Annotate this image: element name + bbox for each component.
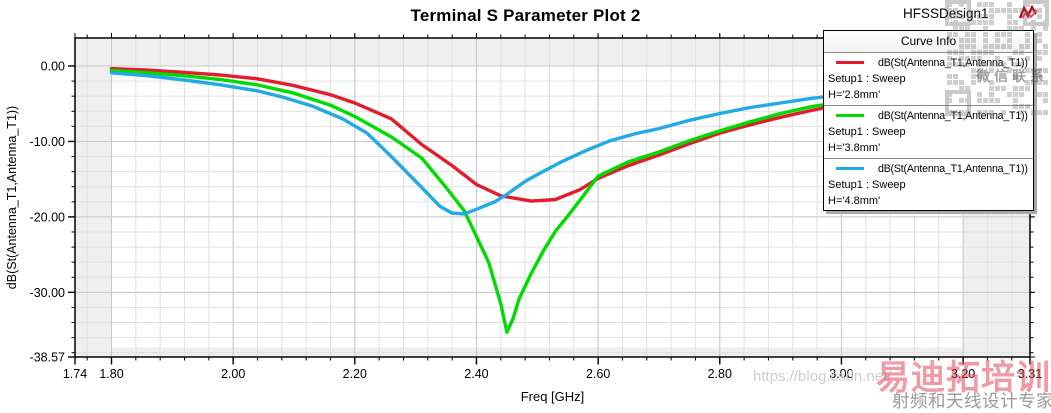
legend-entry[interactable]: dB(St(Antenna_T1,Antenna_T1)) Setup1 : S… (824, 53, 1033, 105)
legend-header: Curve Info (824, 31, 1033, 53)
x-tick-label: 1.80 (99, 367, 123, 381)
x-tick-label: 2.80 (708, 367, 732, 381)
plot-background (111, 66, 964, 348)
series-curve (109, 71, 965, 216)
curve-setup: Setup1 : Sweep (828, 179, 906, 191)
curve-variation: H='3.8mm' (828, 142, 881, 154)
x-tick-label: 2.00 (221, 367, 245, 381)
legend-curve-info: Curve Info dB(St(Antenna_T1,Antenna_T1))… (823, 30, 1034, 211)
y-tick-label: -10.00 (30, 135, 65, 149)
curve-label: dB(St(Antenna_T1,Antenna_T1)) (878, 56, 1028, 69)
y-tick-label: 0.00 (41, 60, 65, 74)
legend-entry[interactable]: dB(St(Antenna_T1,Antenna_T1)) Setup1 : S… (824, 158, 1033, 211)
x-tick-label: 2.40 (464, 367, 488, 381)
y-tick-label: -30.00 (30, 286, 65, 300)
curve-variation: H='4.8mm' (828, 195, 881, 207)
series-curve (109, 66, 965, 203)
x-tick-label: 2.20 (343, 367, 367, 381)
x-tick-label: 1.74 (63, 367, 87, 381)
x-tick-label: 3.00 (829, 367, 853, 381)
curve-swatch-green (836, 114, 864, 117)
x-tick-label: 3.20 (951, 367, 975, 381)
x-tick-label: 2.60 (586, 367, 610, 381)
design-name-label: HFSSDesign1 (903, 6, 989, 21)
y-tick-label: -20.00 (30, 210, 65, 224)
x-tick-label: 3.31 (1018, 367, 1042, 381)
curve-setup: Setup1 : Sweep (828, 126, 906, 138)
y-tick-label: -38.57 (30, 351, 65, 365)
curve-swatch-red (836, 61, 864, 64)
curve-label: dB(St(Antenna_T1,Antenna_T1)) (878, 162, 1028, 175)
curve-variation: H='2.8mm' (828, 89, 881, 101)
xy-plot-report-icon (1018, 4, 1039, 25)
page-title: Terminal S Parameter Plot 2 (410, 6, 641, 25)
x-axis-title: Freq [GHz] (521, 389, 585, 404)
curve-swatch-blue (836, 167, 864, 170)
y-axis-title: dB(St(Antenna_T1,Antenna_T1)) (5, 106, 19, 289)
curve-setup: Setup1 : Sweep (828, 73, 906, 85)
series-curve (109, 68, 965, 334)
curve-label: dB(St(Antenna_T1,Antenna_T1)) (878, 109, 1028, 122)
legend-entry[interactable]: dB(St(Antenna_T1,Antenna_T1)) Setup1 : S… (824, 105, 1033, 158)
